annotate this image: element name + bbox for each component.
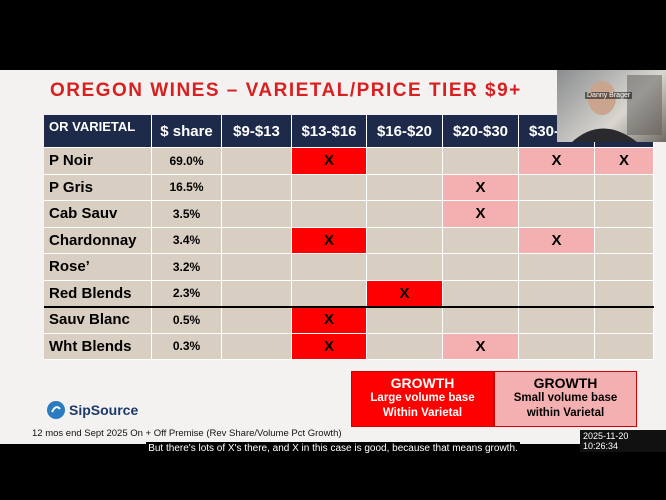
- varietal-name: Wht Blends: [44, 333, 152, 360]
- tier-cell: [367, 174, 443, 201]
- tier-cell: [367, 254, 443, 281]
- tier-cell: [519, 201, 595, 228]
- tier-cell: X: [292, 148, 367, 175]
- tier-cell: [222, 227, 292, 254]
- share-cell: 16.5%: [152, 174, 222, 201]
- tier-cell: [222, 174, 292, 201]
- tier-cell: [519, 254, 595, 281]
- webcam: Danny Brager: [557, 70, 666, 142]
- tier-cell: [519, 333, 595, 360]
- caption-bar: But there's lots of X's there, and X in …: [0, 438, 666, 456]
- legend-line: within Varietal: [526, 407, 605, 419]
- tier-cell: [292, 254, 367, 281]
- varietal-name: Rose’: [44, 254, 152, 281]
- tier-cell: [292, 280, 367, 307]
- share-cell: 3.4%: [152, 227, 222, 254]
- tier-cell: [292, 174, 367, 201]
- varietal-name: Chardonnay: [44, 227, 152, 254]
- row-separator: [44, 306, 654, 308]
- legend-line: Large volume base: [370, 392, 475, 404]
- header-cell: $13-$16: [292, 115, 367, 148]
- tier-cell: [443, 307, 519, 334]
- logo-text: SipSource: [69, 402, 139, 418]
- legend-title: GROWTH: [390, 375, 455, 391]
- tier-cell: [519, 280, 595, 307]
- tier-cell: [222, 201, 292, 228]
- logo-icon: [47, 401, 65, 419]
- share-cell: 3.5%: [152, 201, 222, 228]
- tier-cell: [595, 201, 654, 228]
- participant-name: Danny Brager: [585, 92, 633, 99]
- share-cell: 3.2%: [152, 254, 222, 281]
- tier-cell: [595, 174, 654, 201]
- tier-cell: [367, 148, 443, 175]
- caption: But there's lots of X's there, and X in …: [146, 442, 520, 455]
- tier-cell: [222, 333, 292, 360]
- tier-cell: [519, 174, 595, 201]
- timestamp: 2025-11-20 10:26:34: [580, 430, 666, 452]
- tier-cell: X: [443, 201, 519, 228]
- tier-cell: X: [443, 174, 519, 201]
- tier-cell: [595, 254, 654, 281]
- tier-cell: X: [367, 280, 443, 307]
- share-cell: 69.0%: [152, 148, 222, 175]
- tier-cell: [443, 254, 519, 281]
- tier-cell: [367, 227, 443, 254]
- tier-cell: [222, 254, 292, 281]
- footnote: 12 mos end Sept 2025 On + Off Premise (R…: [32, 428, 342, 439]
- tier-cell: [367, 201, 443, 228]
- tier-cell: [222, 148, 292, 175]
- header-cell: $ share: [152, 115, 222, 148]
- tier-cell: X: [519, 227, 595, 254]
- varietal-name: Cab Sauv: [44, 201, 152, 228]
- webcam-person: [572, 75, 662, 142]
- tier-cell: [292, 201, 367, 228]
- header-cell: $20-$30: [443, 115, 519, 148]
- tier-cell: X: [292, 307, 367, 334]
- varietal-name: Red Blends: [44, 280, 152, 307]
- tier-cell: [595, 333, 654, 360]
- legend-line: Within Varietal: [382, 407, 463, 419]
- header-cell: OR VARIETAL: [44, 115, 152, 148]
- tier-cell: [519, 307, 595, 334]
- tier-cell: [595, 227, 654, 254]
- header-cell: $16-$20: [367, 115, 443, 148]
- header-cell: $9-$13: [222, 115, 292, 148]
- tier-cell: X: [443, 333, 519, 360]
- legend-box: GROWTH Small volume base within Varietal: [494, 371, 637, 427]
- share-cell: 0.5%: [152, 307, 222, 334]
- share-cell: 2.3%: [152, 280, 222, 307]
- varietal-name: P Noir: [44, 148, 152, 175]
- share-cell: 0.3%: [152, 333, 222, 360]
- tier-cell: [595, 280, 654, 307]
- tier-cell: [443, 280, 519, 307]
- legend-title: GROWTH: [533, 375, 598, 391]
- varietal-name: Sauv Blanc: [44, 307, 152, 334]
- tier-cell: X: [292, 227, 367, 254]
- tier-cell: [443, 148, 519, 175]
- tier-cell: [222, 280, 292, 307]
- varietal-name: P Gris: [44, 174, 152, 201]
- slide-title: OREGON WINES – VARIETAL/PRICE TIER $9+: [50, 80, 522, 101]
- tier-cell: [595, 307, 654, 334]
- tier-cell: X: [519, 148, 595, 175]
- tier-cell: [367, 333, 443, 360]
- tier-cell: [443, 227, 519, 254]
- legend-box: GROWTH Large volume base Within Varietal: [351, 371, 494, 427]
- legend-line: Small volume base: [513, 392, 618, 404]
- tier-cell: X: [292, 333, 367, 360]
- logo: SipSource: [46, 400, 138, 420]
- tier-cell: [222, 307, 292, 334]
- tier-cell: [367, 307, 443, 334]
- tier-cell: X: [595, 148, 654, 175]
